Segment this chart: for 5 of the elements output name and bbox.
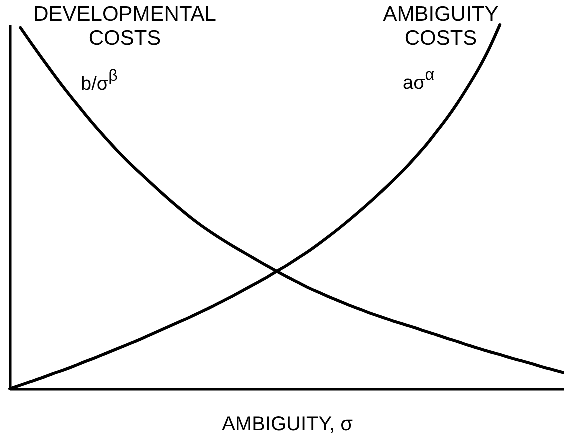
series-label: AMBIGUITY COSTS bbox=[383, 3, 499, 50]
annotation: aσ$^{α}$ bbox=[403, 66, 435, 94]
x-axis-title: AMBIGUITY, σ bbox=[222, 414, 354, 436]
series-label: DEVELOPMENTAL COSTS bbox=[34, 3, 216, 50]
annotation: b/σ$^{β}$ bbox=[81, 67, 118, 95]
